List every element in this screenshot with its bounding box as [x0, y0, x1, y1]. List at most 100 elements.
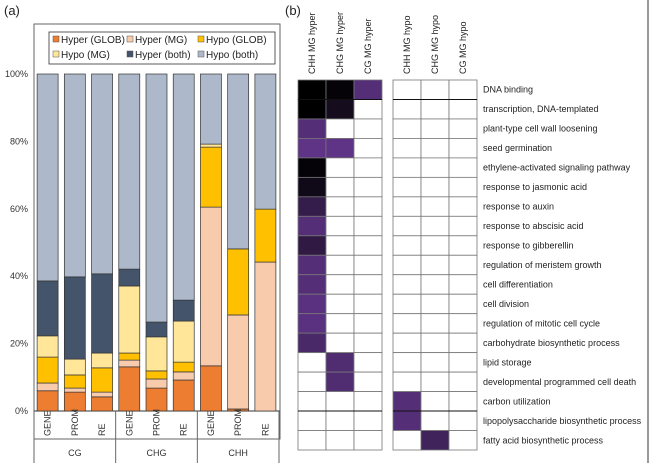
heatmap-cell [392, 99, 422, 120]
heatmap-cell [448, 293, 478, 315]
heatmap-cell [297, 215, 327, 237]
heatmap-cell [392, 215, 422, 237]
legend-swatch [197, 50, 205, 58]
heatmap-cell [353, 274, 383, 295]
heatmap-cell [420, 235, 450, 256]
heatmap-cell [448, 254, 478, 276]
heatmap-cell [420, 138, 450, 159]
bar-segment [118, 285, 141, 354]
heatmap-cell [420, 352, 450, 373]
heatmap-cell [325, 176, 355, 198]
y-tick-label: 80% [10, 136, 28, 146]
bar-stack [36, 73, 59, 412]
bar-segment [145, 378, 168, 389]
heatmap-cell [392, 352, 422, 373]
y-tick-label: 20% [10, 339, 28, 349]
bar-segment [63, 358, 86, 376]
heatmap-cell [448, 391, 478, 412]
legend-label: Hyper (both) [135, 50, 191, 61]
heatmap-cell [325, 410, 355, 431]
heatmap-cell [420, 196, 450, 217]
bar-segment [254, 208, 277, 263]
heatmap-cell [392, 430, 422, 451]
bar-segment [145, 73, 168, 323]
bar-segment [36, 73, 59, 282]
heatmap-cell [353, 235, 383, 256]
legend-box [48, 31, 276, 65]
heatmap-row-label: regulation of mitotic cell cycle [483, 318, 600, 328]
heatmap-cell [392, 157, 422, 178]
heatmap-row-label: response to gibberellin [483, 241, 574, 251]
panel-a-label: (a) [4, 3, 20, 18]
bar-segment [172, 361, 195, 373]
x-tick-label: PROM [152, 409, 162, 436]
heatmap-cell [325, 293, 355, 315]
heatmap-cell [392, 176, 422, 198]
bar-segment [200, 146, 222, 208]
heatmap-cell [353, 99, 383, 120]
heatmap-column-label: CG MG hypo [458, 21, 468, 74]
heatmap-cell [448, 196, 478, 217]
bar-segment [172, 371, 195, 381]
heatmap-row-label: response to auxin [483, 202, 554, 212]
heatmap-cell [420, 79, 450, 100]
heatmap-column-label: CG MG hyper [363, 18, 373, 74]
heatmap-cell [420, 274, 450, 295]
heatmap-cell [392, 391, 422, 412]
y-tick-label: 40% [10, 271, 28, 281]
x-tick-label: RE [97, 423, 107, 436]
bar-segment [91, 391, 113, 398]
heatmap-cell [325, 332, 355, 354]
heatmap-cell [392, 293, 422, 315]
bar-segment [118, 366, 141, 412]
bar-segment [145, 370, 168, 380]
heatmap-row-label: cell differentiation [483, 279, 553, 289]
bar-segment [118, 73, 141, 270]
heatmap-cell [325, 371, 355, 392]
heatmap-cell [448, 215, 478, 237]
heatmap-cell [420, 215, 450, 237]
legend-label: Hypo (both) [206, 50, 258, 61]
heatmap-column-label: CHG MG hyper [335, 12, 345, 74]
heatmap-cell [448, 79, 478, 100]
heatmap-cell [353, 430, 383, 451]
heatmap-cell [297, 293, 327, 315]
heatmap-cell [420, 332, 450, 354]
bar-segment [145, 387, 168, 412]
heatmap-cell [420, 410, 450, 431]
heatmap-cell [392, 410, 422, 431]
bar-stack [172, 73, 195, 412]
heatmap-cell [448, 430, 478, 451]
heatmap-cell [448, 332, 478, 354]
heatmap-cell [392, 274, 422, 295]
bar-segment [172, 379, 195, 412]
heatmap-cell [448, 352, 478, 373]
y-tick-label: 60% [10, 204, 28, 214]
bar-segment [91, 352, 113, 369]
heatmap-cell [325, 391, 355, 412]
heatmap-cell [392, 79, 422, 100]
heatmap-cell [448, 313, 478, 334]
bar-segment [200, 206, 222, 367]
heatmap-cell [325, 157, 355, 178]
bar-segment [36, 356, 59, 384]
heatmap-cell [297, 235, 327, 256]
bar-stack [63, 73, 86, 412]
legend-label: Hyper (MG) [135, 35, 187, 46]
bar-segment [63, 276, 86, 360]
heatmap-cell [448, 99, 478, 120]
heatmap-column-label: CHH MG hypo [402, 15, 412, 74]
bar-segment [254, 261, 277, 412]
heatmap-cell [420, 430, 450, 451]
heatmap-row-label: lipopolysaccharide biosynthetic process [483, 416, 642, 426]
bar-stack [200, 73, 222, 412]
heatmap-cell [353, 313, 383, 334]
heatmap-row-label: fatty acid biosynthetic process [483, 435, 604, 445]
heatmap-cell [297, 430, 327, 451]
heatmap-cell [353, 157, 383, 178]
heatmap-row-label: ethylene-activated signaling pathway [483, 163, 631, 173]
heatmap-row-label: carbohydrate biosynthetic process [483, 338, 620, 348]
bar-segment [118, 359, 141, 368]
heatmap-cell [325, 254, 355, 276]
heatmap-cell [420, 99, 450, 120]
